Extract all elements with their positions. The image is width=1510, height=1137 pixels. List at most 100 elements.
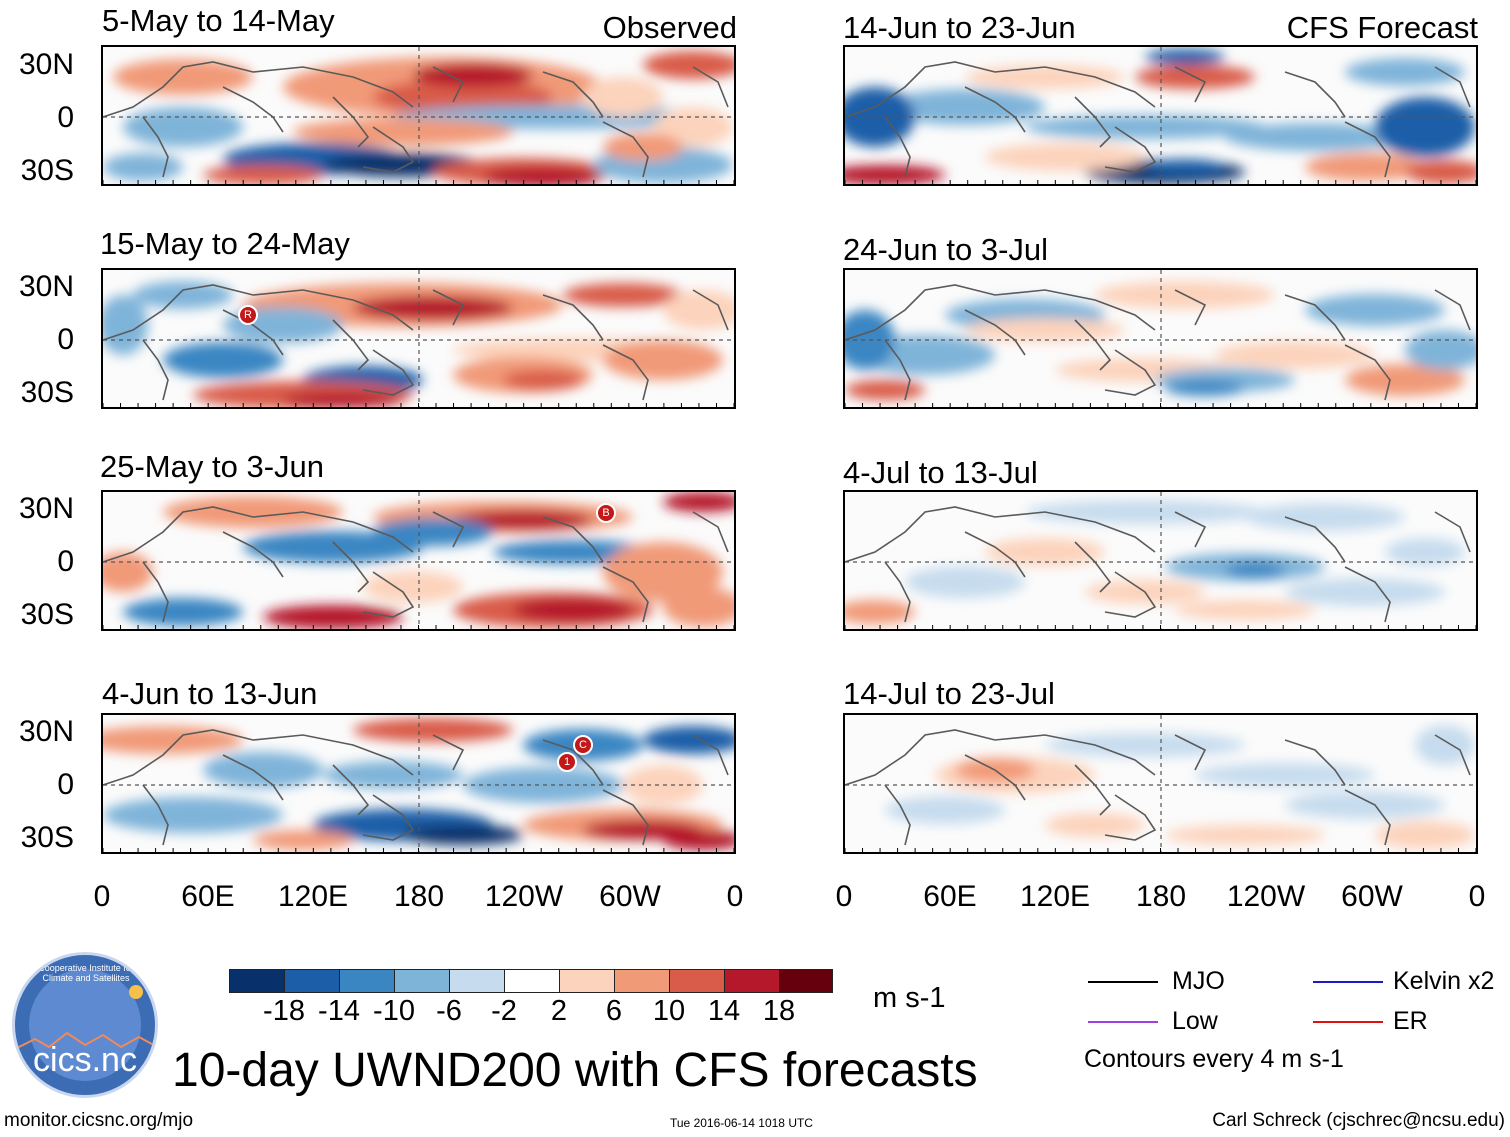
coastline	[362, 571, 415, 618]
map-svg	[845, 270, 1476, 407]
coastline	[1074, 764, 1112, 816]
colorbar-swatch	[229, 969, 285, 993]
coastline	[142, 339, 169, 401]
panel-title-fc4: 14-Jul to 23-Jul	[843, 676, 1055, 711]
map-svg	[845, 492, 1476, 629]
colorbar-swatch	[284, 969, 340, 993]
coastline	[964, 309, 1026, 356]
coastline	[103, 729, 414, 786]
colorbar-swatch	[669, 969, 725, 993]
coastline	[602, 789, 649, 846]
logo-text: cics.nc	[33, 1041, 137, 1079]
anomaly-blob	[1195, 763, 1375, 787]
coastline	[1434, 511, 1471, 553]
colorbar-label: 18	[762, 995, 796, 1027]
coastline	[332, 764, 370, 816]
anomaly-blob	[1025, 115, 1265, 139]
colorbar-swatch	[394, 969, 450, 993]
coastline	[542, 516, 604, 563]
map-panel-fc1	[843, 45, 1478, 186]
colorbar-swatch	[449, 969, 505, 993]
storm-marker-1: 1	[557, 752, 577, 772]
coastline	[332, 96, 370, 148]
anomaly-blob	[663, 830, 734, 850]
anomaly-blob	[1345, 58, 1465, 86]
coastline	[142, 561, 169, 623]
coastline	[602, 121, 649, 178]
anomaly-blob	[253, 830, 353, 850]
lat-label-eq: 0	[57, 768, 74, 801]
lat-label-30n: 30N	[18, 270, 74, 303]
lat-label-30s: 30S	[20, 598, 74, 631]
anomaly-blob	[643, 726, 734, 754]
legend-label-mjo: MJO	[1172, 967, 1225, 995]
colorbar-swatch	[339, 969, 395, 993]
lat-label-eq: 0	[57, 101, 74, 134]
coastline	[542, 294, 604, 341]
anomaly-blob	[503, 370, 583, 390]
anomaly-blob	[1225, 562, 1285, 578]
anomaly-blob	[1045, 813, 1145, 837]
coastline	[964, 531, 1026, 578]
panel-title-fc3: 4-Jul to 13-Jul	[843, 455, 1038, 490]
lon-label: 180	[1135, 880, 1187, 913]
coastline	[964, 86, 1026, 133]
coastline	[103, 284, 414, 341]
logo-ring	[29, 969, 141, 1081]
anomaly-blob	[453, 510, 593, 530]
coastline	[432, 511, 465, 548]
coastline	[1074, 319, 1112, 371]
coastline	[332, 541, 370, 593]
anomaly-blob	[513, 598, 633, 622]
anomaly-blob	[985, 143, 1145, 171]
anomaly-blob	[1375, 97, 1475, 157]
anomaly-blob	[163, 496, 343, 528]
logo-arc-text: Cooperative Institute for Climate and Sa…	[38, 963, 134, 983]
anomaly-blob	[103, 153, 183, 181]
anomaly-blob	[353, 296, 513, 320]
colorbar-label: -2	[491, 995, 517, 1027]
coastline	[1174, 511, 1207, 548]
colorbar-label: 2	[550, 995, 568, 1027]
lat-label-30s: 30S	[20, 154, 74, 187]
coastline	[362, 794, 415, 841]
map-panel-fc3	[843, 490, 1478, 631]
coastline	[845, 61, 1156, 118]
anomaly-blob	[113, 59, 253, 95]
coastline	[602, 344, 649, 401]
lon-label: 0	[93, 880, 111, 913]
map-svg	[103, 270, 734, 407]
coastline	[222, 531, 284, 578]
colorbar-label: -10	[373, 995, 415, 1027]
coastline	[1344, 566, 1391, 623]
cics-logo: Cooperative Institute for Climate and Sa…	[12, 952, 158, 1098]
legend-label-er: ER	[1393, 1007, 1428, 1035]
panel-title-fc2: 24-Jun to 3-Jul	[843, 232, 1049, 267]
forecast-label: CFS Forecast	[1286, 10, 1478, 45]
anomaly-blob	[1045, 733, 1245, 757]
map-panel-obs3	[101, 490, 736, 631]
anomaly-blob	[1025, 500, 1265, 524]
anomaly-blob	[103, 797, 283, 833]
observed-label: Observed	[602, 10, 737, 45]
colorbar-units: m s-1	[873, 982, 946, 1014]
anomaly-blob	[103, 726, 243, 754]
anomaly-blob	[1345, 364, 1465, 396]
anomaly-blob	[123, 107, 243, 147]
coastline	[142, 116, 169, 178]
coastline	[1344, 121, 1391, 178]
map-svg	[103, 47, 734, 184]
source-url[interactable]: monitor.cicsnc.org/mjo	[4, 1110, 194, 1131]
lon-label: 0	[835, 880, 853, 913]
coastline	[1104, 126, 1157, 173]
coastline	[884, 784, 911, 846]
lat-label-30n: 30N	[18, 715, 74, 748]
lon-label: 180	[393, 880, 445, 913]
coastline	[884, 116, 911, 178]
anomaly-blob	[403, 825, 523, 845]
anomaly-blob	[663, 492, 734, 512]
coastline	[1174, 289, 1207, 326]
coastline	[1174, 734, 1207, 771]
anomaly-blob	[1165, 825, 1325, 845]
anomaly-blob	[323, 761, 463, 789]
